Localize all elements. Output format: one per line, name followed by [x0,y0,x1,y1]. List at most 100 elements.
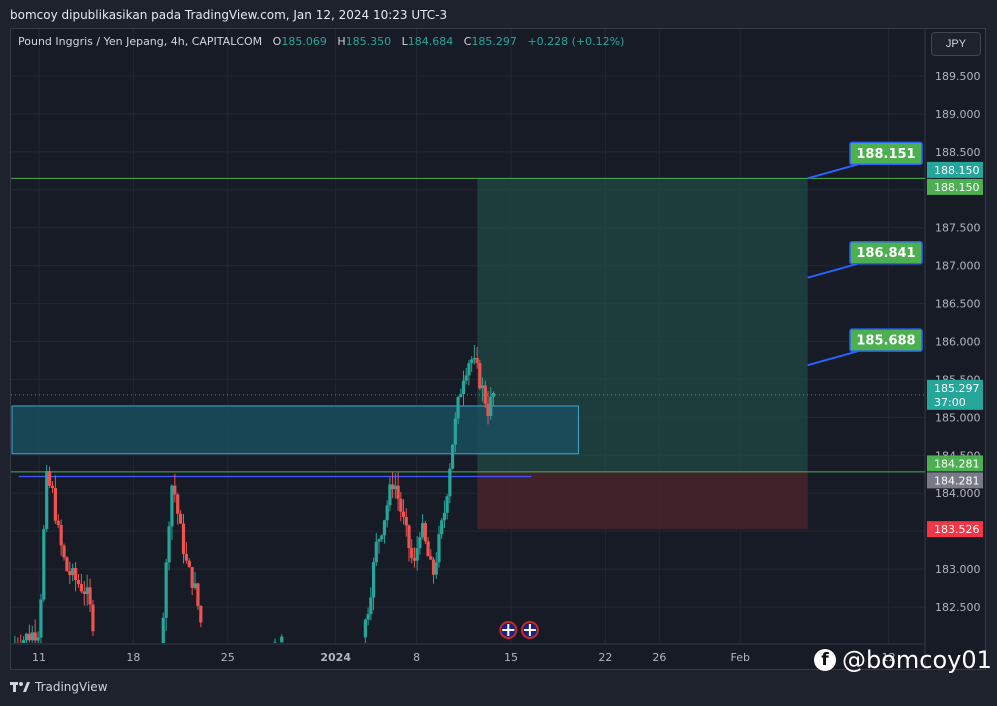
candle-body [33,632,37,641]
candle-body [181,523,186,554]
candle-body [489,396,493,417]
x-tick-label: 15 [504,651,518,664]
price-tag-label: 184.281 [934,457,980,470]
candle-body [418,537,422,549]
price-tag [927,161,983,178]
candle-body [470,359,474,364]
price-tag-label: 183.526 [934,523,980,536]
x-tick-label: 22 [598,651,612,664]
candle-body [412,558,417,561]
tradingview-logo-icon [10,682,30,692]
candle-body [190,567,194,588]
price-tag [927,455,983,472]
candle-body [82,591,86,595]
candle-body [50,485,55,489]
legend-open-label: O [272,35,282,48]
candle-body [401,511,406,517]
candle-body [453,418,457,445]
candle-body [464,375,468,381]
demand-zone [11,405,579,455]
x-tick-label: 26 [652,651,666,664]
candle-body [450,444,455,469]
currency-button[interactable]: JPY [931,32,981,56]
callout-box [849,141,923,166]
candle-body [199,606,203,623]
candle-body [176,494,180,514]
candle-body [42,528,46,600]
price-tag [927,521,983,538]
candle-body [161,617,165,643]
candle-body [65,557,69,572]
y-tick-label: 187.000 [935,260,981,273]
candle-body [45,471,49,529]
candle-body [415,548,419,561]
candle-body [486,403,490,417]
y-tick-label: 188.500 [935,146,981,159]
legend-close-value: 185.297 [471,35,517,48]
plot-area: 188.151 186.841 185.688 [11,141,925,649]
candle-body [76,579,81,585]
candle-body [371,562,376,598]
candle-body [30,632,34,641]
candle-body [280,636,284,643]
candle-body [56,520,60,525]
candle-body [74,568,78,580]
candle-body [179,513,183,524]
candle-body [382,520,387,536]
candle-body [377,539,381,542]
candle-body [24,633,29,641]
footer-brand[interactable]: TradingView [10,680,108,694]
candle-body [88,587,92,605]
candle-body [366,614,370,620]
callout-label: 188.151 [856,147,915,162]
candle-body [85,587,89,595]
x-tick-label: 12 [882,651,896,664]
candle-body [170,485,174,527]
price-tag-label: 184.281 [934,474,980,487]
candle-body [374,541,378,563]
legend-close-label: C [463,35,472,48]
candle-body [164,562,168,618]
callout-box [849,240,923,265]
candle-body [448,468,452,497]
legend-symbol: Pound Inggris / Yen Jepang, 4h, CAPITALC… [18,35,263,48]
candle-body [426,541,430,557]
callout-label: 186.841 [856,246,915,261]
price-tag-countdown: 37:00 [934,396,966,409]
candle-body [380,535,384,540]
candle-body [273,642,277,643]
candle-body [472,357,476,360]
callout-box [849,328,923,352]
y-tick-label: 185.000 [935,411,981,424]
candle-body [369,597,373,615]
y-tick-label: 186.500 [935,298,981,311]
candle-body [475,357,479,364]
x-tick-label: 11 [32,651,46,664]
candle-body [399,498,403,512]
price-tag-label: 188.150 [934,181,980,194]
candle-body [79,584,83,592]
watermark: f @bomcoy01 [814,646,992,674]
candle-body [71,568,75,576]
candle-body [53,488,57,521]
stop-zone [477,471,808,530]
candle-body [478,363,482,389]
candle-body [19,647,22,649]
y-tick-label: 186.000 [935,336,981,349]
candle-body [36,637,40,641]
candle-body [467,363,471,376]
candle-body [404,516,408,526]
candle-body [437,534,441,563]
top-bar: bomcoy dipublikasikan pada TradingView.c… [0,0,997,28]
publisher-text: bomcoy dipublikasikan pada TradingView.c… [10,8,448,22]
callout-label: 185.688 [856,334,915,349]
candle-body [388,484,392,506]
candle-body [440,520,444,535]
candle-body [410,548,414,559]
candle-body [393,485,397,490]
candle-body [59,524,63,546]
candle-body [184,553,188,561]
candle-body [39,599,43,638]
legend-high-label: H [337,35,346,48]
